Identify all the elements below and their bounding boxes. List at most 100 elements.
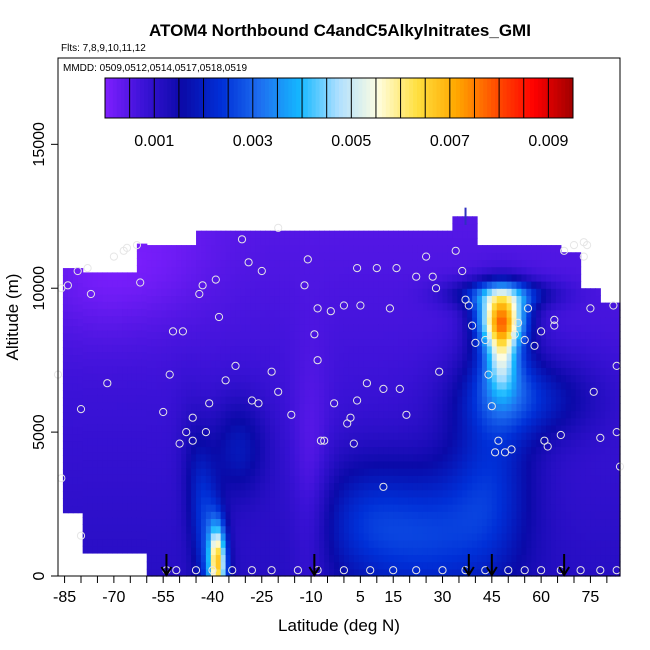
heatmap-cell — [334, 547, 340, 556]
heatmap-cell — [265, 504, 271, 512]
heatmap-cell — [255, 525, 261, 534]
heatmap-cell — [324, 504, 330, 512]
heatmap-cell — [269, 230, 276, 239]
heatmap-cell — [255, 511, 261, 520]
heatmap-cell — [220, 367, 227, 376]
heatmap-cell — [408, 237, 414, 246]
heatmap-cell — [200, 352, 207, 361]
heatmap-cell — [467, 468, 473, 476]
heatmap-cell — [477, 518, 483, 527]
heatmap-cell — [353, 568, 360, 577]
heatmap-cell — [541, 388, 547, 397]
heatmap-cell — [408, 302, 414, 311]
heatmap-cell — [181, 432, 187, 440]
heatmap-cell — [516, 475, 522, 484]
heatmap-cell — [447, 496, 453, 505]
heatmap-cell — [422, 518, 429, 527]
heatmap-cell — [112, 416, 118, 425]
heatmap-cell — [72, 426, 79, 435]
mmdd-label: MMDD: 0509,0512,0514,0517,0518,0519 — [63, 63, 247, 74]
heatmap-cell — [590, 453, 596, 462]
heatmap-cell — [358, 547, 365, 556]
heatmap-cell — [580, 540, 587, 548]
heatmap-cell — [274, 532, 281, 541]
heatmap-cell — [560, 482, 567, 491]
heatmap-cell — [77, 505, 84, 514]
heatmap-cell — [546, 532, 552, 541]
heatmap-cell — [260, 309, 266, 318]
heatmap-cell — [467, 504, 473, 512]
heatmap-cell — [131, 315, 138, 324]
heatmap-cell — [156, 540, 163, 548]
heatmap-cell — [304, 381, 311, 390]
heatmap-cell — [432, 273, 439, 282]
heatmap-cell — [575, 561, 582, 570]
heatmap-cell — [580, 403, 587, 412]
heatmap-cell — [255, 388, 261, 397]
heatmap-cell — [546, 504, 552, 512]
heatmap-cell — [334, 381, 340, 390]
heatmap-cell — [334, 266, 340, 275]
heatmap-cell — [122, 329, 128, 338]
heatmap-cell — [156, 288, 163, 297]
heatmap-cell — [412, 475, 419, 484]
heatmap-cell — [501, 532, 508, 541]
heatmap-cell — [511, 518, 518, 527]
heatmap-cell — [205, 554, 212, 563]
heatmap-cell — [260, 288, 266, 297]
heatmap-cell — [575, 281, 582, 289]
heatmap-cell — [447, 288, 453, 297]
heatmap-cell — [427, 266, 434, 275]
heatmap-cell — [516, 309, 522, 318]
heatmap-cell — [531, 410, 537, 419]
heatmap-cell — [363, 547, 370, 556]
heatmap-cell — [82, 365, 89, 374]
heatmap-cell — [555, 309, 562, 318]
heatmap-cell — [516, 496, 522, 505]
heatmap-cell — [363, 525, 370, 534]
heatmap-cell — [506, 554, 513, 563]
heatmap-cell — [191, 504, 197, 512]
heatmap-cell — [225, 482, 232, 491]
heatmap-cell — [225, 410, 232, 419]
heatmap-cell — [388, 252, 394, 261]
heatmap-cell — [171, 432, 177, 440]
heatmap-cell — [363, 568, 370, 577]
heatmap-cell — [269, 496, 276, 505]
heatmap-cell — [250, 424, 256, 433]
heatmap-cell — [304, 338, 311, 347]
heatmap-cell — [585, 288, 592, 297]
heatmap-cell — [580, 345, 587, 354]
heatmap-cell — [368, 496, 375, 505]
heatmap-cell — [373, 245, 380, 253]
heatmap-cell — [546, 525, 552, 534]
heatmap-cell — [437, 511, 444, 520]
heatmap-cell — [595, 432, 601, 440]
heatmap-cell — [506, 367, 513, 376]
heatmap-cell — [319, 324, 325, 332]
heatmap-cell — [447, 338, 453, 347]
heatmap-cell — [496, 352, 503, 361]
heatmap-cell — [417, 331, 424, 340]
heatmap-cell — [550, 468, 557, 476]
heatmap-cell — [516, 439, 522, 448]
heatmap-cell — [580, 367, 587, 376]
heatmap-cell — [378, 511, 384, 520]
heatmap-cell — [590, 396, 596, 404]
heatmap-cell — [358, 489, 365, 498]
heatmap-cell — [230, 540, 237, 548]
heatmap-cell — [235, 518, 241, 527]
heatmap-cell — [427, 388, 434, 397]
heatmap-cell — [506, 302, 513, 311]
heatmap-cell — [334, 453, 340, 462]
heatmap-cell — [467, 540, 473, 548]
heatmap-cell — [260, 532, 266, 541]
heatmap-cell — [151, 417, 158, 426]
heatmap-cell — [343, 367, 350, 376]
heatmap-cell — [467, 525, 473, 534]
heatmap-cell — [62, 404, 69, 413]
heatmap-cell — [171, 388, 177, 397]
heatmap-cell — [196, 446, 202, 455]
heatmap-cell — [422, 475, 429, 484]
heatmap-cell — [403, 547, 409, 556]
